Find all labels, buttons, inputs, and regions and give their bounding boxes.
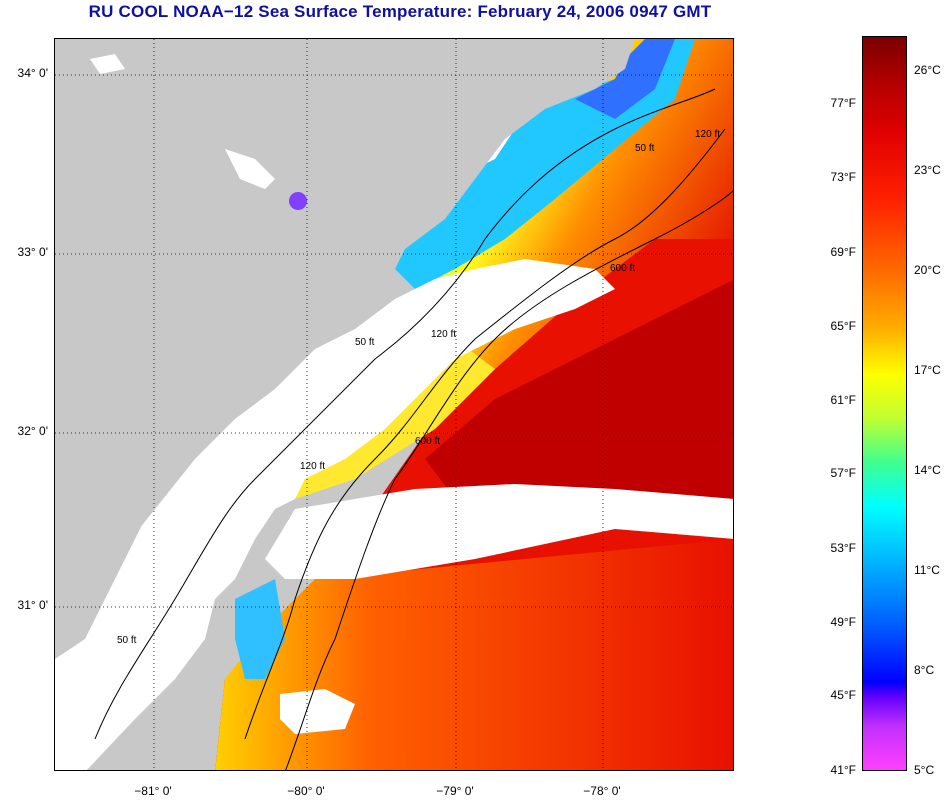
- ocean-cyan-south: [235, 579, 285, 679]
- contour-label-120c: 120 ft: [300, 461, 325, 472]
- ocean-blue-north: [575, 39, 675, 119]
- ocean-red-core: [425, 280, 733, 499]
- colorbar-f-53: 53°F: [830, 541, 856, 555]
- contour-label-120: 120 ft: [695, 129, 720, 140]
- colorbar-f-41: 41°F: [830, 763, 856, 777]
- lat-label-34: 34° 0': [17, 66, 48, 80]
- contour-label-600: 600 ft: [610, 263, 635, 274]
- colorbar-f-45: 45°F: [830, 688, 856, 702]
- contour-label-120b: 120 ft: [431, 329, 456, 340]
- graticule: [55, 39, 733, 770]
- map-title: RU COOL NOAA−12 Sea Surface Temperature:…: [88, 2, 712, 21]
- colorbar-c-23: 23°C: [914, 163, 941, 177]
- lat-label-33: 33° 0': [17, 245, 48, 259]
- lat-label-32: 32° 0': [17, 424, 48, 438]
- contour-label-50: 50 ft: [635, 143, 655, 154]
- colorbar-c-8: 8°C: [914, 663, 935, 677]
- colorbar-c-17: 17°C: [914, 363, 941, 377]
- colorbar-c-11: 11°C: [914, 563, 940, 577]
- lon-label-81: −81° 0': [134, 784, 172, 798]
- sst-map: 50 ft 120 ft 600 ft 50 ft 120 ft 600 ft …: [54, 38, 734, 771]
- lat-label-31: 31° 0': [17, 598, 48, 612]
- colorbar-c-20: 20°C: [914, 263, 941, 277]
- colorbar-f-65: 65°F: [830, 319, 856, 333]
- lon-label-79: −79° 0': [436, 784, 474, 798]
- lon-label-78: −78° 0': [583, 784, 621, 798]
- contour-600ft: [285, 190, 733, 770]
- colorbar-f-73: 73°F: [830, 170, 856, 184]
- contour-label-50c: 50 ft: [117, 635, 137, 646]
- land-mass: [55, 39, 635, 659]
- sst-map-canvas: 50 ft 120 ft 600 ft 50 ft 120 ft 600 ft …: [55, 39, 733, 770]
- colorbar-c-5: 5°C: [914, 763, 935, 777]
- colorbar-f-61: 61°F: [830, 393, 856, 407]
- colorbar-f-57: 57°F: [830, 466, 856, 480]
- colorbar-f-69: 69°F: [830, 245, 856, 259]
- cloud-patch-se: [280, 689, 355, 734]
- inland-water-1: [90, 54, 125, 74]
- inland-water-2: [225, 149, 275, 189]
- contour-120ft: [244, 128, 726, 740]
- lon-label-80: −80° 0': [287, 784, 325, 798]
- temperature-colorbar: [862, 36, 907, 771]
- bathymetry-contours: [94, 88, 733, 770]
- colorbar-f-77: 77°F: [830, 96, 856, 110]
- contour-labels: 50 ft 120 ft 600 ft 50 ft 120 ft 600 ft …: [117, 129, 720, 646]
- contour-label-600b: 600 ft: [415, 436, 440, 447]
- colorbar-c-14: 14°C: [914, 463, 941, 477]
- contour-50ft: [94, 88, 716, 740]
- inland-lake: [289, 192, 307, 210]
- colorbar-f-49: 49°F: [830, 615, 856, 629]
- cloud-shelf: [55, 259, 615, 770]
- colorbar-c-26: 26°C: [914, 63, 941, 77]
- contour-label-50b: 50 ft: [355, 337, 375, 348]
